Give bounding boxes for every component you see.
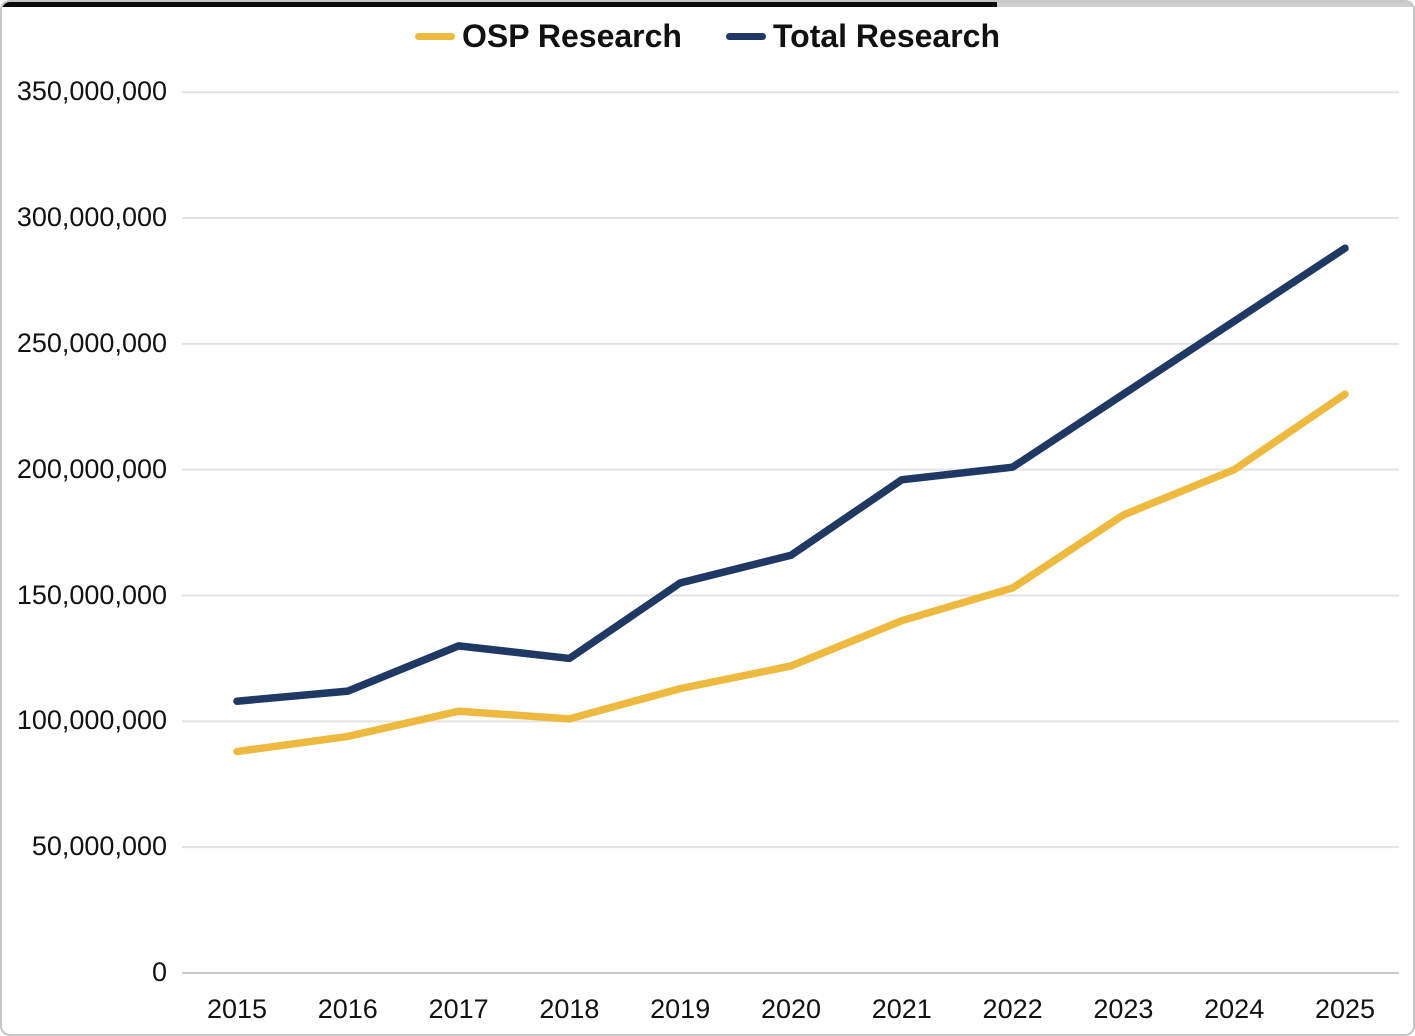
x-axis-label: 2024 xyxy=(1204,994,1265,1024)
y-axis-label: 350,000,000 xyxy=(16,76,167,107)
card-top-border xyxy=(2,2,1413,7)
y-axis-label: 0 xyxy=(151,957,167,987)
chart-legend: OSP Research Total Research xyxy=(2,18,1413,55)
y-axis-label: 50,000,000 xyxy=(31,831,167,862)
legend-label-total-research: Total Research xyxy=(772,18,1001,54)
legend-label-osp-research: OSP Research xyxy=(461,18,682,54)
legend-item-osp-research: OSP Research xyxy=(414,18,682,55)
x-axis-label: 2023 xyxy=(1093,994,1154,1024)
legend-item-total-research: Total Research xyxy=(725,18,1001,55)
x-axis-label: 2017 xyxy=(428,994,489,1024)
x-axis-label: 2020 xyxy=(760,994,822,1024)
x-axis-label: 2019 xyxy=(650,994,711,1024)
x-axis-label: 2022 xyxy=(982,994,1043,1024)
x-axis-label: 2015 xyxy=(206,994,268,1024)
y-axis-label: 100,000,000 xyxy=(16,705,167,736)
x-axis-label: 2021 xyxy=(871,994,932,1024)
y-axis-label: 300,000,000 xyxy=(16,202,167,233)
y-axis-label: 200,000,000 xyxy=(16,453,167,484)
x-axis-label: 2016 xyxy=(317,994,378,1024)
x-axis-label: 2018 xyxy=(539,994,600,1024)
y-axis-label: 250,000,000 xyxy=(16,327,167,358)
series-line-total-research xyxy=(233,244,1349,705)
legend-swatch-osp-research xyxy=(414,33,455,40)
series-line-osp-research xyxy=(233,390,1349,756)
y-axis-label: 150,000,000 xyxy=(16,579,167,610)
legend-swatch-total-research xyxy=(725,33,766,40)
x-axis-label: 2025 xyxy=(1314,994,1376,1024)
